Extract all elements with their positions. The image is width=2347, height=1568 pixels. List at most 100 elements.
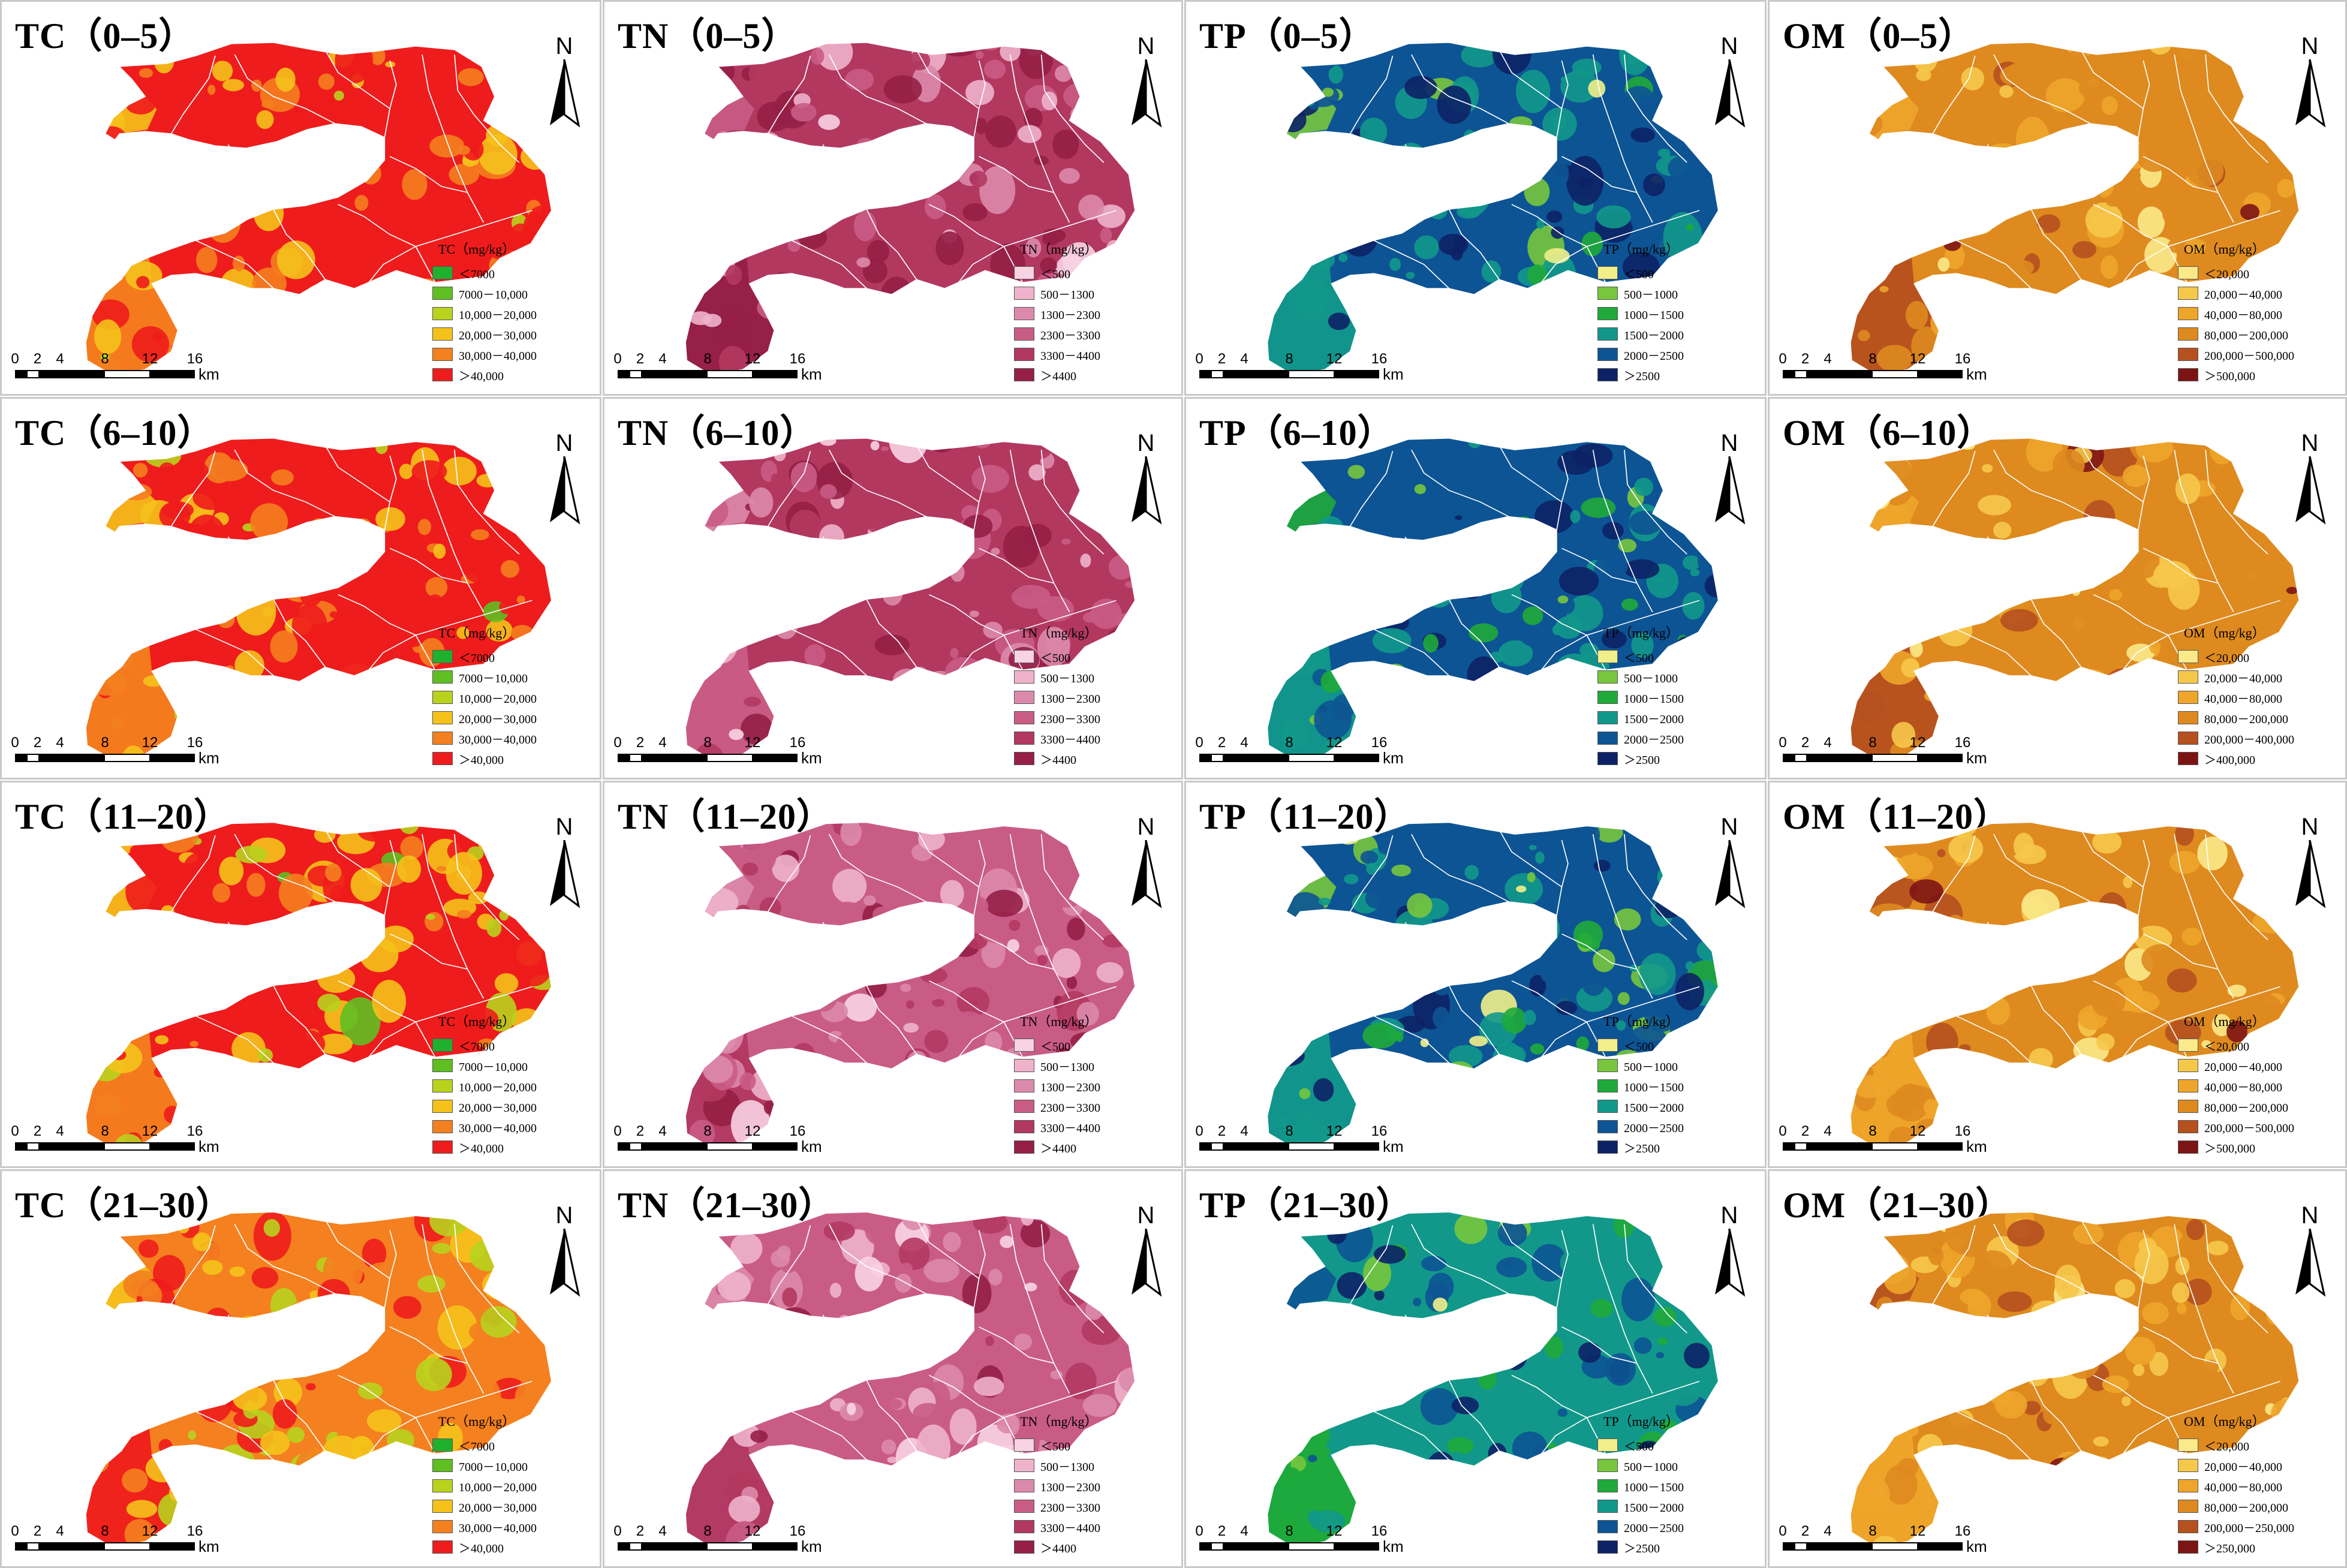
value-patch (1997, 1344, 2024, 1368)
value-patch (1581, 497, 1616, 518)
legend-title: TC（mg/kg） (438, 625, 516, 640)
value-patch (2109, 589, 2123, 601)
value-patch (1521, 529, 1536, 540)
district-boundary (1987, 536, 2007, 595)
legend-item: 3300－4400 (1014, 728, 1170, 748)
value-patch (1356, 988, 1365, 995)
scale-bar: 0 2 4 8 12 16 km (613, 351, 845, 387)
value-patch (166, 1449, 203, 1489)
value-patch (1433, 1297, 1448, 1312)
value-patch (1079, 1257, 1098, 1273)
legend-item: 200,000－400,000 (2178, 728, 2334, 748)
legend-swatch (2178, 1039, 2198, 1052)
legend-label: ＜500 (1040, 651, 1070, 665)
value-patch (1037, 955, 1048, 966)
legend-title: TN（mg/kg） (1020, 625, 1098, 640)
value-patch (1520, 625, 1553, 648)
value-patch (950, 563, 965, 582)
value-patch (2175, 822, 2194, 846)
scale-tick-label: 4 (56, 735, 64, 751)
legend-item: ＞4400 (1014, 748, 1170, 769)
legend-swatch (2178, 1540, 2198, 1554)
district-boundary (285, 138, 306, 206)
scale-tick-label: 2 (33, 1123, 42, 1139)
value-patch (2281, 919, 2296, 936)
legend-item: 200,000－250,000 (2178, 1516, 2334, 1537)
district-boundary (1511, 204, 1606, 283)
value-patch (1490, 495, 1519, 521)
value-patch (886, 1398, 902, 1410)
legend-swatch (1014, 1520, 1034, 1533)
legend: TC（mg/kg） ＜7000 7000－10,000 10,000－20,000 20… (432, 1011, 588, 1157)
value-patch (294, 686, 321, 709)
value-patch (964, 1521, 985, 1545)
value-patch (1558, 567, 1599, 596)
value-patch (2015, 1106, 2035, 1126)
district-boundary (1411, 54, 1509, 124)
value-patch (1925, 164, 1951, 192)
value-patch (1901, 658, 1920, 678)
map-panel-om-11-20: OM（11–20） N OM（mg/kg） ＜20,000 20,000－40,000 4… (1768, 781, 2347, 1168)
legend-swatch (1597, 711, 1618, 724)
value-patch (1096, 962, 1124, 983)
value-patch (1895, 1397, 1919, 1418)
value-patch (726, 265, 742, 285)
scale-tick-label: 0 (1779, 351, 1787, 367)
scale-segment (38, 1543, 61, 1549)
value-patch (863, 895, 876, 906)
value-patch (1617, 992, 1630, 1005)
scale-unit: km (801, 1137, 822, 1155)
value-patch (2095, 173, 2114, 198)
value-patch (2102, 286, 2125, 314)
value-patch (437, 866, 447, 872)
legend-label: ＜500 (1040, 267, 1070, 281)
value-patch (2149, 641, 2161, 654)
value-patch (2051, 1301, 2080, 1337)
map-panel-tn-21-30: TN（21–30） N TN（mg/kg） ＜500 500－1300 1300－2300… (603, 1169, 1183, 1568)
value-patch (2269, 534, 2292, 563)
value-patch (890, 1461, 928, 1498)
value-patch (792, 1463, 819, 1482)
value-patch (1409, 305, 1437, 329)
value-patch (275, 67, 296, 92)
legend-item: 1500－2000 (1597, 708, 1753, 728)
value-patch (2202, 1359, 2219, 1375)
value-patch (924, 1030, 949, 1053)
value-patch (233, 255, 245, 272)
value-patch (2092, 750, 2107, 760)
value-patch (788, 1462, 806, 1477)
value-patch (252, 1331, 288, 1358)
value-patch (793, 1051, 826, 1086)
district-boundary (389, 933, 468, 970)
legend-swatch (2178, 650, 2198, 663)
value-patch (1273, 1390, 1292, 1410)
value-patch (774, 685, 794, 703)
legend-swatch (2178, 327, 2198, 341)
legend-label: 1000－1500 (1624, 308, 1684, 322)
legend-swatch (2178, 1059, 2198, 1072)
value-patch (174, 709, 185, 721)
value-patch (861, 1461, 879, 1475)
value-patch (400, 836, 423, 860)
value-patch (1320, 1372, 1359, 1417)
scale-tick-label: 12 (142, 1123, 158, 1139)
scale-segment (149, 371, 194, 377)
value-patch (2106, 1139, 2116, 1148)
value-patch (1850, 1352, 1882, 1386)
district-boundary (1511, 1374, 1606, 1454)
scale-tick-label: 12 (1326, 1123, 1343, 1139)
value-patch (1576, 1036, 1589, 1051)
scale-segment (1245, 1543, 1289, 1549)
scale-tick-label: 8 (1285, 1523, 1293, 1539)
value-patch (1373, 1357, 1393, 1383)
value-patch (2036, 214, 2061, 233)
legend-swatch (1597, 1100, 1618, 1113)
value-patch (1615, 562, 1628, 573)
scale-segment (1211, 1143, 1223, 1149)
legend-swatch (1014, 732, 1034, 745)
value-patch (1368, 145, 1408, 183)
scale-unit: km (801, 749, 822, 767)
value-patch (1377, 77, 1401, 99)
value-patch (847, 1403, 856, 1415)
value-patch (1937, 848, 1946, 857)
